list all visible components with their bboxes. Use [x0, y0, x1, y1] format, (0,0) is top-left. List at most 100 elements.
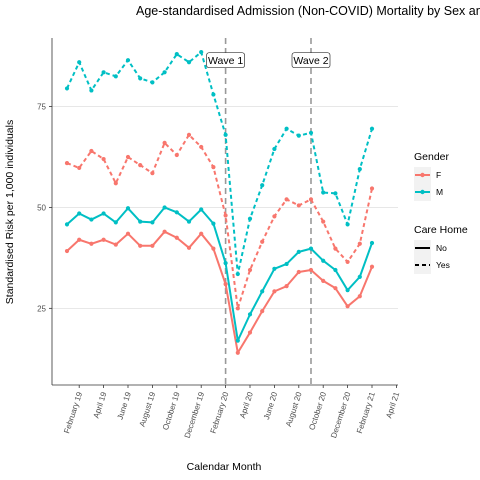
legend: Gender FM Care Home No Yes [414, 151, 468, 274]
data-point [125, 206, 131, 211]
data-point [125, 58, 131, 63]
data-point [199, 144, 204, 150]
data-point [174, 235, 179, 240]
data-point [308, 130, 314, 135]
data-point [186, 60, 192, 65]
data-point [186, 245, 192, 250]
data-point [247, 312, 253, 317]
data-point [333, 191, 338, 196]
x-tick-label: October 20 [307, 390, 328, 431]
series-line [66, 133, 373, 310]
data-point [162, 70, 167, 75]
data-point [211, 246, 216, 251]
legend-carehome-label: No [436, 243, 447, 253]
data-point [357, 274, 362, 279]
data-point [174, 210, 179, 215]
data-point [211, 165, 216, 170]
data-point [296, 249, 301, 254]
data-point [150, 171, 155, 176]
data-point [174, 52, 179, 57]
legend-gender-title: Gender [414, 151, 450, 163]
legend-gender-items: FM [414, 167, 443, 201]
data-point [296, 269, 301, 275]
data-point [89, 241, 94, 246]
data-point [125, 231, 131, 236]
wave-annotations: Wave 1 Wave 2 [206, 52, 331, 69]
data-point [125, 154, 131, 160]
legend-key-point [420, 189, 425, 195]
data-point [223, 213, 228, 218]
data-point [138, 243, 143, 248]
data-point [101, 211, 106, 216]
data-point [89, 217, 94, 222]
data-point [284, 261, 289, 267]
data-point [64, 86, 70, 91]
data-point [235, 350, 240, 355]
x-tick-label: April 19 [92, 390, 109, 419]
data-point [345, 222, 350, 227]
data-point [64, 248, 70, 254]
data-point [162, 140, 167, 146]
data-point [223, 132, 228, 137]
data-point [77, 60, 82, 65]
data-point [235, 271, 240, 277]
data-point [247, 216, 253, 221]
data-point [296, 203, 301, 208]
data-point [235, 306, 240, 311]
data-point [174, 152, 179, 158]
data-point [186, 132, 192, 137]
y-tick-label: 50 [37, 203, 46, 212]
x-tick-label: December 19 [183, 390, 207, 439]
data-point [211, 92, 216, 97]
data-point [138, 162, 143, 168]
wave-label-box [291, 52, 331, 69]
data-point [260, 183, 265, 188]
data-point [64, 222, 70, 227]
data-point [89, 88, 94, 93]
data-point [211, 221, 216, 226]
series-line [66, 51, 373, 276]
data-point [77, 237, 82, 242]
data-point [113, 74, 118, 79]
data-point [333, 246, 338, 251]
data-point [101, 237, 106, 242]
series-line [66, 230, 373, 354]
x-tick-label: February 21 [355, 390, 377, 434]
data-point [357, 294, 362, 299]
data-point [101, 156, 106, 162]
x-tick-label: February 20 [209, 390, 231, 434]
data-point [284, 126, 289, 131]
data-point [345, 288, 350, 293]
data-point [162, 229, 167, 234]
series-M-Yes [64, 50, 375, 277]
data-point [150, 243, 155, 248]
data-point [321, 219, 326, 224]
x-tick-label: June 19 [116, 390, 134, 420]
data-point [138, 219, 143, 224]
x-tick-label: October 19 [161, 390, 182, 431]
chart-title: Age-standardised Admission (Non-COVID) M… [136, 4, 480, 18]
x-tick-label: April 20 [238, 390, 255, 419]
data-point [284, 284, 289, 289]
y-axis-title: Standardised Risk per 1,000 individuals [4, 120, 16, 304]
data-point [333, 267, 338, 273]
data-point [272, 214, 277, 219]
x-tick-label: June 20 [262, 390, 280, 420]
data-point [260, 239, 265, 244]
data-point [138, 76, 143, 81]
data-point [223, 282, 228, 287]
data-point [113, 220, 118, 225]
data-point [357, 241, 362, 246]
legend-carehome-label: Yes [436, 260, 450, 270]
series-F-No [64, 229, 375, 355]
data-point [260, 309, 265, 314]
data-point [199, 231, 204, 236]
wave-label: Wave 1 [208, 55, 243, 67]
data-point [89, 148, 94, 154]
wave-label: Wave 2 [293, 55, 328, 67]
y-tick-label: 25 [37, 304, 46, 313]
series-M-No [64, 205, 375, 343]
plot-panel: Wave 1 Wave 2 [51, 38, 398, 386]
data-point [308, 246, 314, 251]
